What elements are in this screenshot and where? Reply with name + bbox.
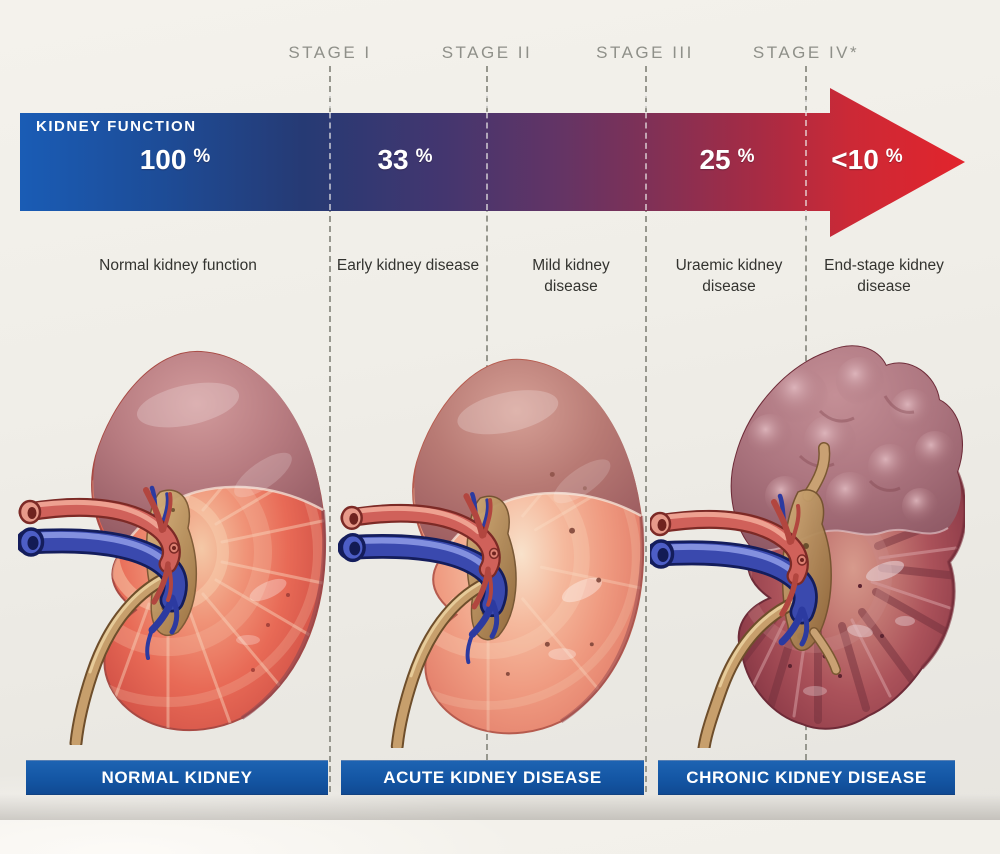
arrow-title: KIDNEY FUNCTION bbox=[36, 118, 197, 135]
kidney-function-arrow: KIDNEY FUNCTION bbox=[20, 87, 968, 239]
photo-bottom-shadow bbox=[0, 794, 1000, 820]
classification-bar-acute: ACUTE KIDNEY DISEASE bbox=[341, 760, 644, 795]
arrow-shape bbox=[20, 88, 965, 237]
condition-label: Early kidney disease bbox=[336, 257, 480, 274]
classification-bar-chronic: CHRONIC KIDNEY DISEASE bbox=[658, 760, 955, 795]
condition-label: Normal kidney function bbox=[99, 257, 257, 274]
stage-divider-line-overlay bbox=[645, 92, 647, 210]
stage-label: STAGE IV* bbox=[752, 43, 860, 62]
percentage-label: 33% bbox=[377, 144, 433, 175]
stage-label: STAGE II bbox=[441, 43, 533, 62]
condition-label: Uraemic kidney disease bbox=[675, 257, 783, 295]
classification-bar-normal: NORMAL KIDNEY bbox=[26, 760, 328, 795]
percentage-label: <10% bbox=[831, 144, 903, 175]
stage-divider-line bbox=[645, 66, 647, 792]
condition-label: End-stage kidney disease bbox=[824, 257, 944, 295]
chronic-diseased-kidney-illustration bbox=[650, 345, 965, 748]
stage-label: STAGE I bbox=[288, 43, 372, 62]
percentage-label: 25% bbox=[699, 144, 755, 175]
percentage-label: 100% bbox=[139, 144, 211, 175]
stage-divider-line-overlay bbox=[805, 90, 807, 236]
condition-label: Mild kidney disease bbox=[532, 257, 610, 295]
normal-kidney-illustration bbox=[18, 350, 327, 745]
stage-divider-line-overlay bbox=[486, 92, 488, 210]
stage-divider-line bbox=[329, 66, 331, 792]
stage-divider-line-overlay bbox=[329, 92, 331, 210]
stage-label: STAGE III bbox=[596, 43, 694, 62]
acute-diseased-kidney-illustration bbox=[338, 358, 645, 748]
